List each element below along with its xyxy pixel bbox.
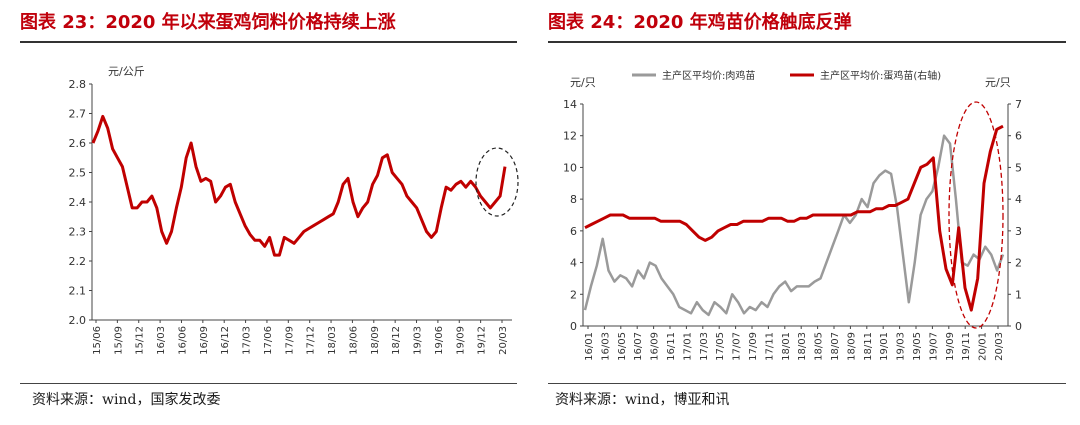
right-source-rule xyxy=(548,383,1066,384)
left-source-note: 资料来源：wind，国家发改委 xyxy=(32,392,221,408)
x-tick-label: 19/05 xyxy=(912,332,923,361)
x-tick-label: 19/07 xyxy=(928,332,939,361)
x-tick-label: 17/01 xyxy=(682,332,693,361)
x-tick-label: 16/03 xyxy=(156,326,167,355)
x-tick-label: 19/09 xyxy=(455,326,466,355)
right-y-axis-unit-label: 元/只 xyxy=(985,76,1011,89)
x-tick-label: 16/09 xyxy=(650,332,661,361)
x-tick-label: 17/09 xyxy=(748,332,759,361)
x-tick-label: 18/05 xyxy=(814,332,825,361)
x-tick-label: 17/03 xyxy=(242,326,253,355)
left-source-rule xyxy=(20,383,517,384)
right-y-tick-label: 4 xyxy=(1015,193,1022,206)
y-tick-label: 2.8 xyxy=(69,78,87,91)
right-y-tick-label: 2 xyxy=(1015,257,1022,270)
x-tick-label: 18/12 xyxy=(391,326,402,355)
x-tick-label: 19/09 xyxy=(945,332,956,361)
x-tick-label: 20/01 xyxy=(978,332,989,361)
x-tick-label: 15/12 xyxy=(135,326,146,355)
x-tick-label: 17/05 xyxy=(715,332,726,361)
x-tick-label: 19/01 xyxy=(879,332,890,361)
left-chart: 元/公斤 2.0 2.1 2.2 2.3 2.4 2.5 2.6 2.7 2.8 15/06 15/0… xyxy=(69,65,519,355)
right-y-tick-label: 6 xyxy=(1015,130,1022,143)
y-tick-label: 2.3 xyxy=(69,226,87,239)
right-y-tick-label: 1 xyxy=(1015,288,1022,301)
highlight-ellipse xyxy=(475,147,519,217)
left-y-tick-label: 4 xyxy=(570,257,577,270)
right-source-note: 资料来源：wind，博亚和讯 xyxy=(555,392,730,408)
left-chart-title: 图表 23：2020 年以来蛋鸡饲料价格持续上涨 xyxy=(20,12,396,33)
y-tick-label: 2.0 xyxy=(69,314,87,327)
x-tick-label: 19/12 xyxy=(477,326,488,355)
right-y-tick-label: 5 xyxy=(1015,161,1022,174)
right-chart-title: 图表 24：2020 年鸡苗价格触底反弹 xyxy=(548,12,852,33)
x-tick-label: 18/01 xyxy=(781,332,792,361)
y-tick-label: 2.2 xyxy=(69,255,87,268)
left-y-tick-label: 14 xyxy=(563,98,577,111)
broiler-chick-price-line xyxy=(583,134,1005,317)
x-tick-label: 18/09 xyxy=(370,326,381,355)
legend-label: 主产区平均价:蛋鸡苗(右轴) xyxy=(820,69,941,82)
y-tick-label: 2.6 xyxy=(69,137,87,150)
x-tick-label: 17/11 xyxy=(764,332,775,361)
y-tick-label: 2.4 xyxy=(69,196,87,209)
x-tick-label: 20/03 xyxy=(498,326,509,355)
left-y-axis-unit-label: 元/只 xyxy=(570,76,596,89)
right-title-rule xyxy=(548,41,1066,43)
x-tick-label: 17/06 xyxy=(263,326,274,355)
y-axis-unit-label: 元/公斤 xyxy=(108,65,145,78)
x-tick-label: 16/06 xyxy=(177,326,188,355)
x-tick-label: 18/07 xyxy=(830,332,841,361)
y-tick-label: 2.7 xyxy=(69,108,87,121)
x-tick-label: 16/01 xyxy=(584,332,595,361)
x-tick-label: 16/07 xyxy=(633,332,644,361)
x-tick-label: 18/11 xyxy=(863,332,874,361)
y-tick-label: 2.1 xyxy=(69,285,87,298)
x-tick-label: 15/06 xyxy=(92,326,103,355)
left-y-tick-label: 2 xyxy=(570,288,577,301)
layer-chick-price-line xyxy=(584,124,1004,312)
feed-price-line xyxy=(91,114,507,257)
x-tick-label: 17/07 xyxy=(732,332,743,361)
x-tick-label: 16/11 xyxy=(666,332,677,361)
x-tick-label: 17/12 xyxy=(306,326,317,355)
right-y-tick-label: 3 xyxy=(1015,225,1022,238)
x-tick-label: 16/03 xyxy=(600,332,611,361)
x-tick-label: 17/09 xyxy=(284,326,295,355)
left-title-rule xyxy=(20,41,517,43)
x-tick-label: 17/03 xyxy=(699,332,710,361)
x-tick-label: 16/12 xyxy=(220,326,231,355)
legend-label: 主产区平均价:肉鸡苗 xyxy=(662,69,755,82)
x-tick-label: 18/06 xyxy=(348,326,359,355)
x-tick-label: 15/09 xyxy=(113,326,124,355)
x-tick-label: 19/03 xyxy=(413,326,424,355)
highlight-ellipse xyxy=(948,101,1004,329)
x-tick-label: 16/09 xyxy=(199,326,210,355)
left-y-tick-label: 0 xyxy=(570,320,577,333)
y-tick-label: 2.5 xyxy=(69,167,87,180)
x-tick-label: 18/03 xyxy=(327,326,338,355)
x-tick-label: 19/06 xyxy=(434,326,445,355)
x-tick-label: 18/03 xyxy=(797,332,808,361)
left-y-tick-label: 12 xyxy=(563,130,577,143)
left-y-tick-label: 6 xyxy=(570,225,577,238)
x-tick-label: 19/11 xyxy=(961,332,972,361)
right-y-tick-label: 0 xyxy=(1015,320,1022,333)
x-tick-label: 16/05 xyxy=(617,332,628,361)
x-tick-label: 20/03 xyxy=(994,332,1005,361)
x-tick-label: 19/03 xyxy=(896,332,907,361)
right-y-tick-label: 7 xyxy=(1015,98,1022,111)
left-y-tick-label: 8 xyxy=(570,193,577,206)
left-y-tick-label: 10 xyxy=(563,161,577,174)
x-tick-label: 18/09 xyxy=(846,332,857,361)
